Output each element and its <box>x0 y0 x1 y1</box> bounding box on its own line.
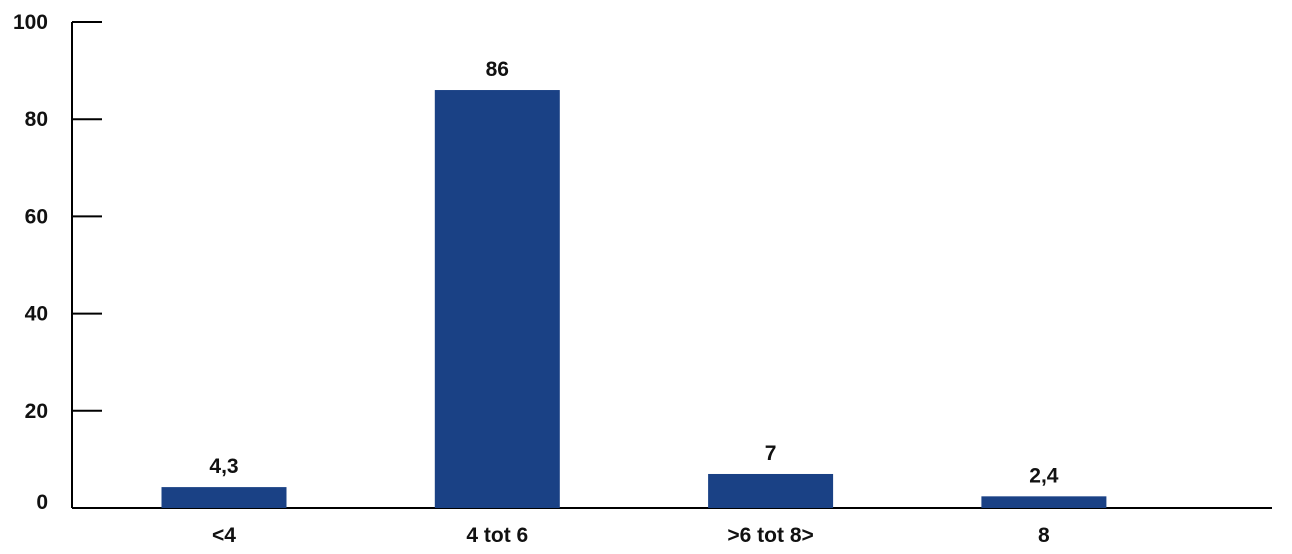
bar <box>161 487 287 508</box>
bar-data-label: 4,3 <box>209 455 238 478</box>
y-tick-label: 100 <box>13 11 48 34</box>
bar <box>981 496 1107 508</box>
x-tick-labels: <4 4 tot 6 >6 tot 8> 8 <box>212 524 1050 547</box>
bar-data-label: 2,4 <box>1029 464 1059 487</box>
x-tick-label: >6 tot 8> <box>727 524 813 547</box>
bar <box>708 473 834 508</box>
bars <box>161 90 1107 508</box>
data-labels: 4,3 86 7 2,4 <box>209 58 1058 487</box>
y-ticks: 0 20 40 60 80 100 <box>13 11 102 514</box>
y-tick-label: 0 <box>36 491 48 514</box>
bar-data-label: 86 <box>486 58 509 81</box>
x-tick-label: 4 tot 6 <box>466 524 528 547</box>
y-tick-label: 20 <box>25 400 48 423</box>
y-tick-label: 60 <box>25 205 48 228</box>
x-tick-label: 8 <box>1038 524 1050 547</box>
x-tick-label: <4 <box>212 524 236 547</box>
y-tick-label: 80 <box>25 108 48 131</box>
bar <box>434 90 560 508</box>
bar-data-label: 7 <box>765 442 777 465</box>
y-tick-label: 40 <box>25 303 48 326</box>
